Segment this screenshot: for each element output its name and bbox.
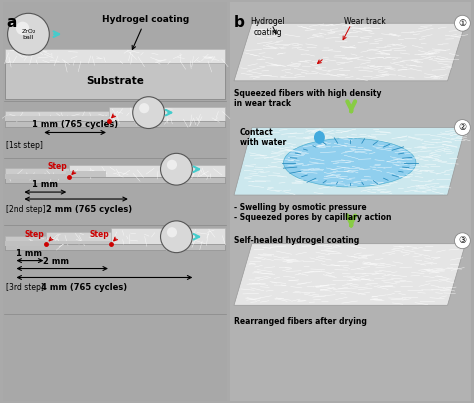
Text: Hydrogel coating: Hydrogel coating — [102, 15, 189, 49]
Ellipse shape — [314, 131, 325, 144]
Text: Self-healed hydrogel coating: Self-healed hydrogel coating — [234, 236, 359, 245]
Text: [2nd step]: [2nd step] — [6, 205, 45, 214]
Circle shape — [8, 13, 49, 55]
Circle shape — [455, 120, 470, 135]
Bar — [231, 120, 470, 225]
Text: [3rd step]: [3rd step] — [6, 283, 44, 293]
Text: 4 mm (765 cycles): 4 mm (765 cycles) — [41, 283, 128, 293]
Text: 1 mm: 1 mm — [32, 180, 58, 189]
Circle shape — [133, 97, 164, 129]
Bar — [5, 244, 225, 250]
Text: Squeezed fibers with high density
in wear track: Squeezed fibers with high density in wea… — [234, 89, 382, 108]
Text: 2 mm: 2 mm — [43, 257, 69, 266]
Text: Step: Step — [47, 162, 67, 171]
Bar — [231, 235, 470, 339]
Circle shape — [16, 22, 29, 35]
Bar — [5, 225, 225, 312]
Text: - Swelling by osmotic pressure
- Squeezed pores by capillary action: - Swelling by osmotic pressure - Squeeze… — [234, 203, 392, 222]
Circle shape — [167, 227, 177, 237]
Bar — [5, 174, 69, 179]
Bar — [5, 111, 109, 120]
Bar — [5, 158, 225, 223]
Circle shape — [455, 233, 470, 249]
Bar — [5, 168, 69, 177]
Bar — [5, 101, 225, 156]
Text: ③: ③ — [458, 236, 466, 245]
Text: Substrate: Substrate — [86, 76, 144, 86]
Polygon shape — [234, 23, 465, 81]
Text: 1 mm: 1 mm — [17, 249, 43, 258]
Bar — [46, 241, 111, 244]
Bar — [69, 165, 225, 177]
Text: Wear track: Wear track — [344, 17, 386, 26]
Text: Hydrogel
coating: Hydrogel coating — [250, 17, 285, 37]
Bar — [5, 116, 109, 120]
Bar — [5, 177, 225, 183]
Bar — [46, 232, 111, 244]
Text: 1 mm (765 cycles): 1 mm (765 cycles) — [32, 120, 118, 129]
Text: a: a — [7, 15, 17, 30]
Bar — [3, 2, 227, 401]
Bar — [5, 241, 46, 246]
Circle shape — [167, 160, 177, 170]
Bar — [230, 2, 471, 401]
Circle shape — [455, 15, 470, 31]
Polygon shape — [234, 244, 465, 305]
Text: Step: Step — [89, 230, 109, 239]
Text: 2 mm (765 cycles): 2 mm (765 cycles) — [46, 205, 132, 214]
Text: ②: ② — [458, 123, 466, 132]
Polygon shape — [234, 127, 465, 195]
Bar — [5, 120, 225, 127]
Circle shape — [161, 153, 192, 185]
Bar — [66, 171, 106, 177]
Text: [1st step]: [1st step] — [6, 141, 43, 150]
Bar — [5, 49, 225, 63]
Text: Rearranged fibers after drying: Rearranged fibers after drying — [234, 317, 367, 326]
Circle shape — [139, 103, 149, 113]
Text: Contact
with water: Contact with water — [240, 127, 286, 147]
Text: b: b — [234, 15, 245, 30]
Text: ZrO₂
ball: ZrO₂ ball — [21, 29, 36, 39]
Ellipse shape — [283, 138, 416, 187]
Bar — [5, 63, 225, 99]
Bar — [111, 228, 225, 244]
Text: ①: ① — [458, 19, 466, 28]
Bar — [231, 17, 470, 116]
Circle shape — [161, 221, 192, 253]
Bar — [5, 236, 46, 244]
Text: Step: Step — [25, 230, 44, 239]
Polygon shape — [314, 131, 324, 137]
Bar — [109, 107, 225, 120]
